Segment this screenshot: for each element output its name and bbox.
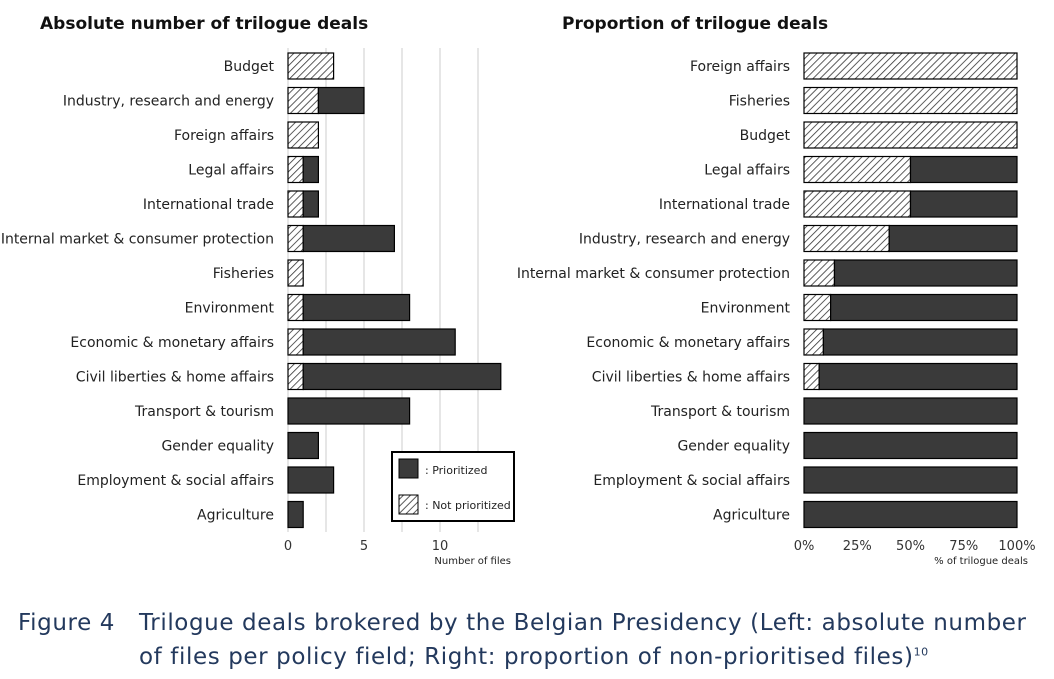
caption-text-1: Trilogue deals brokered by the Belgian P… — [139, 610, 1027, 636]
chart-canvas: Absolute number of trilogue deals Propor… — [1, 14, 1036, 567]
bar-prioritized — [302, 190, 320, 218]
bar-not-prioritized — [287, 86, 319, 115]
x-tick-label: 75% — [949, 539, 978, 554]
category-label: Employment & social affairs — [593, 473, 790, 489]
legend-label-prioritized: : Prioritized — [425, 464, 487, 477]
bar-not-prioritized — [803, 328, 824, 356]
bar-prioritized — [818, 362, 1018, 391]
bar-prioritized — [803, 466, 1018, 494]
figure-label: Figure 4 — [18, 610, 115, 636]
bar-prioritized — [302, 293, 411, 322]
category-label: Agriculture — [713, 508, 790, 524]
bar-prioritized — [287, 431, 319, 460]
legend-label-not-prioritized: : Not prioritized — [425, 499, 511, 512]
category-label: Fisheries — [729, 94, 790, 110]
x-tick-label: 50% — [896, 539, 925, 554]
bar-prioritized — [287, 500, 304, 529]
bar-prioritized — [287, 466, 335, 494]
category-label: Budget — [740, 128, 791, 144]
footnote-ref: 10 — [913, 645, 929, 659]
category-label: Employment & social affairs — [77, 473, 274, 489]
category-label: Agriculture — [197, 508, 274, 524]
bar-not-prioritized — [803, 86, 1018, 115]
x-tick-label: 10 — [432, 539, 449, 554]
right-chart-title: Proportion of trilogue deals — [562, 14, 828, 34]
x-axis-label: Number of files — [434, 556, 511, 567]
bar-prioritized — [302, 328, 456, 356]
bar-prioritized — [302, 224, 396, 253]
category-label: Environment — [185, 301, 275, 317]
caption-line-1: Trilogue deals brokered by the Belgian P… — [139, 610, 1027, 636]
bar-prioritized — [302, 155, 320, 184]
bar-not-prioritized — [287, 328, 304, 356]
bar-prioritized — [833, 259, 1018, 287]
x-tick-label: 100% — [998, 539, 1035, 554]
category-label: International trade — [143, 197, 274, 213]
category-label: Industry, research and energy — [579, 232, 790, 248]
figure-caption: Figure 4 — [18, 610, 115, 636]
bar-prioritized — [302, 362, 502, 391]
category-label: Internal market & consumer protection — [1, 232, 274, 248]
category-label: Gender equality — [161, 439, 274, 455]
bar-not-prioritized — [803, 52, 1018, 80]
bar-not-prioritized — [287, 259, 304, 287]
category-label: International trade — [659, 197, 790, 213]
x-tick-label: 0 — [284, 539, 292, 554]
bar-not-prioritized — [803, 155, 912, 184]
category-label: Legal affairs — [704, 163, 790, 179]
category-label: Economic & monetary affairs — [70, 335, 274, 351]
bar-not-prioritized — [803, 190, 912, 218]
category-label: Civil liberties & home affairs — [76, 370, 274, 386]
category-label: Foreign affairs — [690, 59, 790, 75]
bar-not-prioritized — [287, 155, 304, 184]
bar-not-prioritized — [287, 190, 304, 218]
category-label: Transport & tourism — [650, 404, 790, 420]
bar-not-prioritized — [803, 259, 836, 287]
category-label: Foreign affairs — [174, 128, 274, 144]
caption-line-2: of files per policy field; Right: propor… — [139, 644, 929, 670]
bar-not-prioritized — [803, 293, 832, 322]
bar-not-prioritized — [803, 362, 820, 391]
bar-not-prioritized — [287, 52, 335, 80]
category-label: Gender equality — [677, 439, 790, 455]
category-label: Legal affairs — [188, 163, 274, 179]
bar-not-prioritized — [803, 121, 1018, 149]
category-label: Internal market & consumer protection — [517, 266, 790, 282]
x-tick-label: 0% — [794, 539, 815, 554]
bar-prioritized — [822, 328, 1018, 356]
category-label: Transport & tourism — [134, 404, 274, 420]
left-chart-title: Absolute number of trilogue deals — [40, 14, 368, 34]
x-tick-label: 5 — [360, 539, 368, 554]
legend-swatch-not-prioritized — [398, 494, 419, 515]
bar-prioritized — [888, 224, 1018, 253]
category-label: Budget — [224, 59, 275, 75]
bar-not-prioritized — [287, 362, 304, 391]
x-tick-label: 25% — [843, 539, 872, 554]
bar-prioritized — [317, 86, 365, 115]
category-label: Economic & monetary affairs — [586, 335, 790, 351]
bar-not-prioritized — [803, 224, 890, 253]
category-label: Fisheries — [213, 266, 274, 282]
bar-prioritized — [909, 155, 1018, 184]
bar-not-prioritized — [287, 293, 304, 322]
legend-swatch-prioritized — [398, 458, 419, 479]
bar-prioritized — [830, 293, 1018, 322]
bar-prioritized — [803, 397, 1018, 425]
bar-not-prioritized — [287, 224, 304, 253]
legend: : Prioritized : Not prioritized — [391, 451, 515, 522]
caption-text-2: of files per policy field; Right: propor… — [139, 644, 914, 670]
bar-prioritized — [803, 500, 1018, 529]
category-label: Industry, research and energy — [63, 94, 274, 110]
category-label: Environment — [701, 301, 791, 317]
bar-prioritized — [909, 190, 1018, 218]
bar-prioritized — [287, 397, 411, 425]
x-axis-label: % of trilogue deals — [934, 556, 1028, 567]
bar-prioritized — [803, 431, 1018, 460]
category-label: Civil liberties & home affairs — [592, 370, 790, 386]
bar-not-prioritized — [287, 121, 319, 149]
